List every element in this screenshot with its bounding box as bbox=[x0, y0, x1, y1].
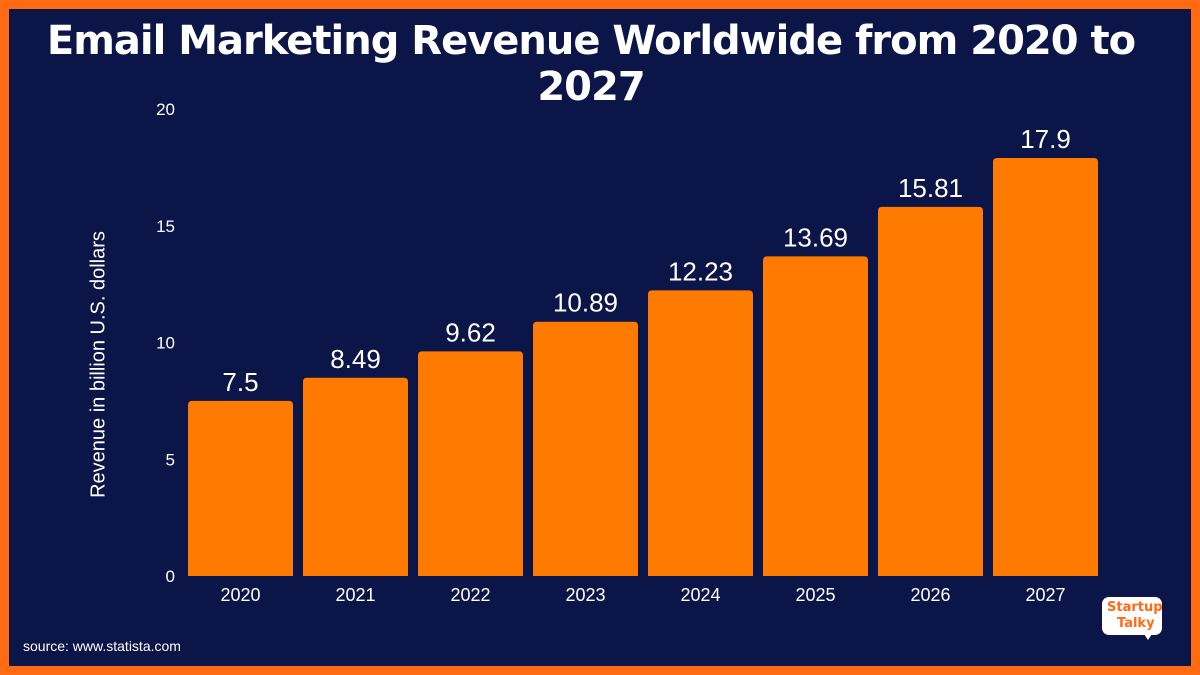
x-tick-label: 2026 bbox=[910, 585, 950, 605]
bar-2021 bbox=[303, 377, 408, 576]
chart-title: Email Marketing Revenue Worldwide from 2… bbox=[46, 18, 1136, 110]
x-tick-label: 2021 bbox=[335, 585, 375, 605]
y-axis-ticks: 0 5 10 15 20 bbox=[156, 100, 175, 586]
value-labels: 7.5 8.49 9.62 10.89 12.23 13.69 15.81 17.9 bbox=[222, 124, 1070, 397]
x-tick-label: 2024 bbox=[680, 585, 720, 605]
value-label: 15.81 bbox=[898, 173, 963, 203]
bar-2020 bbox=[188, 400, 293, 576]
y-tick-label: 0 bbox=[166, 567, 175, 586]
bar-2027 bbox=[993, 158, 1098, 576]
value-label: 13.69 bbox=[783, 222, 848, 252]
value-label: 17.9 bbox=[1020, 124, 1071, 154]
value-label: 9.62 bbox=[445, 317, 496, 347]
x-tick-label: 2022 bbox=[450, 585, 490, 605]
value-label: 7.5 bbox=[222, 367, 258, 397]
x-tick-label: 2025 bbox=[795, 585, 835, 605]
value-label: 10.89 bbox=[553, 288, 618, 318]
x-axis-ticks: 2020 2021 2022 2023 2024 2025 2026 2027 bbox=[220, 585, 1065, 605]
y-tick-label: 20 bbox=[156, 100, 175, 119]
bars bbox=[188, 158, 1098, 577]
logo-text-line1: Startup bbox=[1107, 600, 1163, 615]
value-label: 8.49 bbox=[330, 344, 381, 374]
bar-2025 bbox=[763, 256, 868, 576]
y-tick-label: 15 bbox=[156, 217, 175, 236]
x-tick-label: 2020 bbox=[220, 585, 260, 605]
source-note: source: www.statista.com bbox=[23, 638, 181, 654]
value-label: 12.23 bbox=[668, 256, 733, 286]
x-tick-label: 2023 bbox=[565, 585, 605, 605]
logo-text-line2: Talky bbox=[1117, 616, 1155, 631]
bar-2024 bbox=[648, 290, 753, 576]
y-tick-label: 10 bbox=[156, 334, 175, 353]
bar-2023 bbox=[533, 321, 638, 576]
bar-2026 bbox=[878, 206, 983, 577]
bar-2022 bbox=[418, 351, 523, 576]
x-tick-label: 2027 bbox=[1025, 585, 1065, 605]
startuptalky-logo: Startup Talky bbox=[1102, 597, 1164, 641]
y-tick-label: 5 bbox=[166, 450, 175, 469]
